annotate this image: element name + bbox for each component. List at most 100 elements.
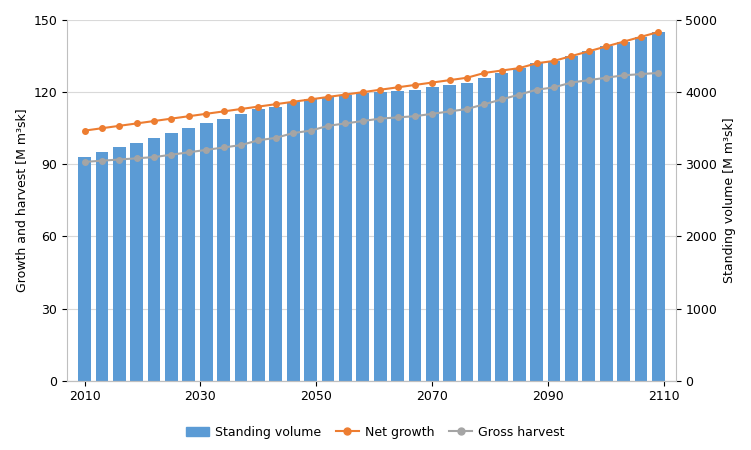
- Gross harvest: [149, 154, 158, 160]
- Gross harvest: [98, 158, 107, 163]
- Bar: [200, 123, 213, 381]
- Gross harvest: [654, 70, 663, 76]
- Gross harvest: [132, 156, 141, 161]
- Net growth: [341, 92, 350, 97]
- Gross harvest: [115, 157, 124, 162]
- Gross harvest: [532, 87, 541, 92]
- Bar: [131, 143, 143, 381]
- Net growth: [306, 97, 315, 102]
- Y-axis label: Standing volume [M m³sk]: Standing volume [M m³sk]: [723, 117, 736, 283]
- Gross harvest: [237, 142, 246, 148]
- Net growth: [480, 70, 489, 76]
- Line: Gross harvest: Gross harvest: [82, 70, 661, 165]
- Net growth: [98, 126, 107, 131]
- Net growth: [567, 54, 576, 59]
- Bar: [304, 99, 317, 381]
- Net growth: [324, 94, 333, 99]
- Bar: [374, 92, 387, 381]
- Bar: [357, 93, 369, 381]
- Bar: [617, 42, 630, 381]
- Gross harvest: [341, 121, 350, 126]
- Bar: [391, 91, 404, 381]
- Net growth: [237, 106, 246, 112]
- Bar: [530, 63, 543, 381]
- Gross harvest: [358, 118, 367, 124]
- Gross harvest: [550, 85, 559, 90]
- Bar: [78, 157, 91, 381]
- Gross harvest: [324, 123, 333, 129]
- Net growth: [497, 68, 506, 73]
- Bar: [635, 37, 647, 381]
- Gross harvest: [445, 109, 454, 114]
- Bar: [583, 51, 595, 381]
- Net growth: [358, 90, 367, 95]
- Net growth: [393, 85, 402, 90]
- Gross harvest: [202, 147, 211, 153]
- Net growth: [428, 80, 437, 85]
- Bar: [478, 78, 491, 381]
- Net growth: [584, 49, 593, 54]
- Net growth: [636, 34, 645, 40]
- Bar: [113, 148, 125, 381]
- Net growth: [184, 113, 193, 119]
- Bar: [217, 119, 230, 381]
- Bar: [600, 46, 613, 381]
- Bar: [182, 128, 195, 381]
- Bar: [321, 97, 334, 381]
- Net growth: [550, 58, 559, 63]
- Bar: [252, 109, 265, 381]
- Net growth: [288, 99, 297, 104]
- Bar: [443, 85, 456, 381]
- Bar: [234, 114, 247, 381]
- Bar: [565, 56, 578, 381]
- Gross harvest: [254, 138, 263, 143]
- Legend: Standing volume, Net growth, Gross harvest: Standing volume, Net growth, Gross harve…: [181, 421, 570, 444]
- Net growth: [202, 111, 211, 117]
- Gross harvest: [80, 159, 89, 165]
- Net growth: [115, 123, 124, 129]
- Net growth: [654, 29, 663, 35]
- Gross harvest: [184, 149, 193, 155]
- Gross harvest: [376, 116, 385, 122]
- Bar: [652, 32, 665, 381]
- Net growth: [149, 118, 158, 124]
- Gross harvest: [393, 115, 402, 120]
- Net growth: [463, 75, 472, 81]
- Gross harvest: [480, 102, 489, 107]
- Net growth: [219, 109, 228, 114]
- Gross harvest: [219, 145, 228, 150]
- Net growth: [254, 104, 263, 109]
- Gross harvest: [167, 152, 176, 158]
- Gross harvest: [567, 80, 576, 85]
- Gross harvest: [288, 130, 297, 136]
- Bar: [513, 68, 526, 381]
- Bar: [409, 90, 421, 381]
- Net growth: [445, 77, 454, 83]
- Net growth: [167, 116, 176, 122]
- Line: Net growth: Net growth: [82, 29, 661, 133]
- Bar: [287, 102, 300, 381]
- Bar: [270, 107, 282, 381]
- Gross harvest: [602, 75, 611, 81]
- Gross harvest: [584, 77, 593, 83]
- Bar: [426, 87, 439, 381]
- Gross harvest: [410, 113, 419, 119]
- Bar: [460, 82, 473, 381]
- Gross harvest: [497, 97, 506, 102]
- Gross harvest: [636, 72, 645, 77]
- Y-axis label: Growth and harvest [M m³sk]: Growth and harvest [M m³sk]: [15, 108, 28, 292]
- Net growth: [602, 44, 611, 49]
- Gross harvest: [463, 106, 472, 112]
- Net growth: [619, 39, 628, 45]
- Net growth: [376, 87, 385, 92]
- Bar: [165, 133, 178, 381]
- Net growth: [80, 128, 89, 133]
- Gross harvest: [619, 72, 628, 78]
- Net growth: [271, 102, 280, 107]
- Net growth: [132, 121, 141, 126]
- Gross harvest: [514, 92, 523, 97]
- Net growth: [410, 82, 419, 88]
- Net growth: [514, 65, 523, 71]
- Gross harvest: [271, 135, 280, 140]
- Bar: [496, 73, 508, 381]
